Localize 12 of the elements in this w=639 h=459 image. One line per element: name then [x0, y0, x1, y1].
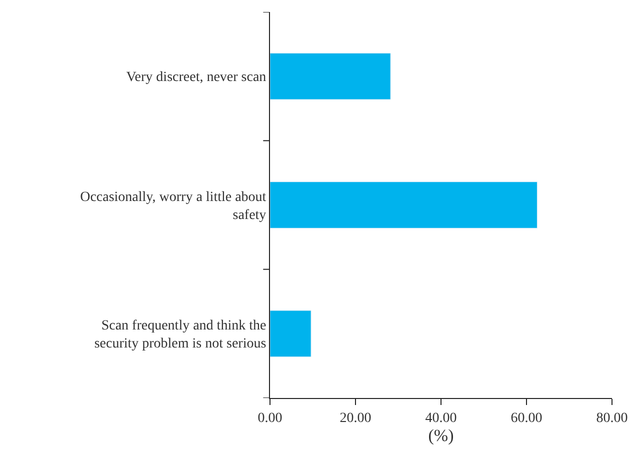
bar [270, 310, 312, 358]
x-tick-label: 40.00 [425, 410, 457, 426]
x-tick-label: 60.00 [510, 410, 542, 426]
x-tick-label: 0.00 [258, 410, 282, 426]
y-tick-label: Occasionally, worry a little about safety [80, 190, 266, 223]
y-tick-label: Scan frequently and think the security problem is not serious [94, 318, 266, 352]
bar [270, 52, 391, 100]
x-axis-title: (%) [428, 426, 454, 446]
bar [270, 182, 538, 228]
x-tick-label: 20.00 [340, 410, 372, 426]
x-tick-label: 80.00 [596, 410, 628, 426]
y-tick-label: Very discreet, never scan [126, 70, 266, 86]
